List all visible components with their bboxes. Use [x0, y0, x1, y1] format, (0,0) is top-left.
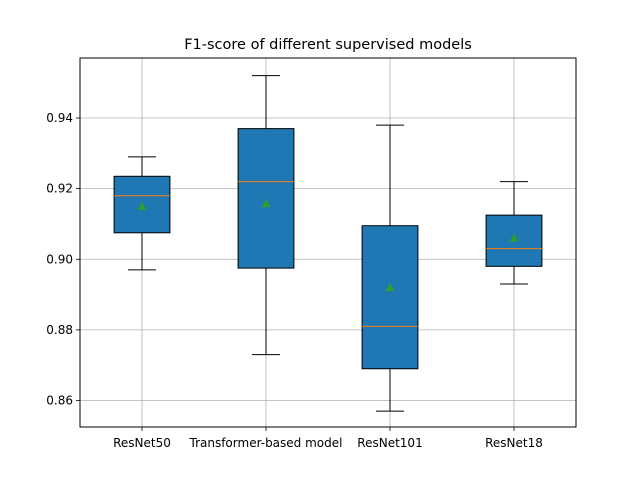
x-tick-label: ResNet101: [357, 436, 422, 450]
chart-title: F1-score of different supervised models: [184, 37, 472, 53]
mean-marker: [261, 198, 271, 208]
y-tick-label: 0.92: [46, 182, 73, 196]
axis-ticks: 0.86 0.88 0.90 0.92 0.94 ResNet50 Transformer-…: [46, 111, 543, 450]
x-tick-label: ResNet50: [113, 436, 171, 450]
x-tick-label: Transformer-based model: [189, 436, 343, 450]
box-resnet50: [113, 156, 171, 271]
box-body: [361, 225, 419, 370]
mean-marker: [509, 233, 519, 242]
y-tick-label: 0.94: [46, 111, 73, 125]
mean-marker: [385, 283, 395, 292]
x-tick-label: ResNet18: [485, 436, 543, 450]
plot-frame: [79, 57, 577, 428]
y-tick-label: 0.90: [46, 252, 73, 266]
y-tick-label: 0.86: [46, 394, 73, 408]
box-body: [237, 128, 295, 269]
box-series: [113, 75, 543, 412]
mean-marker: [137, 201, 147, 210]
y-tick-label: 0.88: [46, 323, 73, 337]
box-resnet18: [485, 181, 543, 285]
box-resnet101: [361, 124, 419, 412]
box-transformer-based-model: [237, 75, 295, 356]
